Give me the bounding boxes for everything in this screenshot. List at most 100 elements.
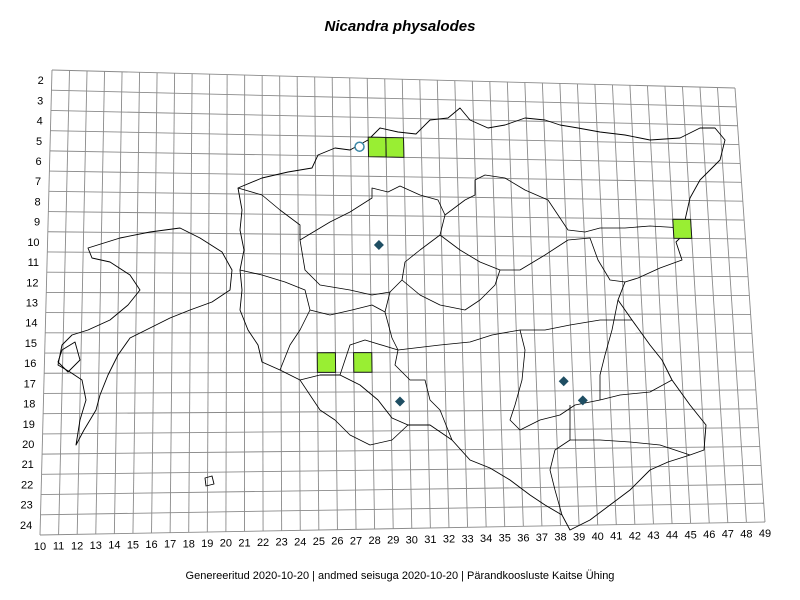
- footer-credits: Genereeritud 2020-10-20 | andmed seisuga…: [185, 570, 615, 582]
- grid-line-horizontal: [50, 109, 738, 127]
- y-tick-label: 20: [22, 439, 34, 451]
- y-tick-label: 12: [26, 277, 38, 289]
- x-tick-label: 23: [276, 537, 288, 549]
- grid-line-vertical: [734, 87, 766, 523]
- x-tick-label: 46: [703, 529, 715, 541]
- y-tick-label: 23: [21, 500, 33, 512]
- occurrence-circle: [354, 141, 365, 152]
- grid-line-vertical: [454, 80, 469, 528]
- grid-line-vertical: [58, 70, 70, 535]
- grid-line-vertical: [699, 87, 729, 523]
- grid-line-horizontal: [43, 389, 756, 394]
- x-tick-label: 38: [554, 532, 566, 544]
- x-tick-label: 25: [313, 536, 325, 548]
- x-tick-label: 42: [629, 530, 641, 542]
- y-tick-label: 2: [38, 75, 44, 87]
- grid-line-vertical: [296, 76, 301, 531]
- occurrence-square: [385, 136, 405, 158]
- grid-line-vertical: [541, 82, 561, 526]
- occurrence-square: [316, 352, 337, 373]
- grid-line-vertical: [629, 85, 654, 525]
- x-tick-label: 26: [331, 536, 343, 548]
- grid-line-vertical: [169, 73, 176, 533]
- x-tick-label: 40: [592, 531, 604, 543]
- occurrence-diamond: [558, 376, 569, 387]
- occurrence-square: [367, 136, 387, 158]
- y-tick-label: 6: [36, 156, 42, 168]
- grid-line-horizontal: [41, 464, 762, 475]
- grid-line-vertical: [188, 73, 193, 533]
- x-tick-label: 47: [722, 529, 734, 541]
- x-tick-label: 19: [201, 538, 213, 550]
- grid-line-vertical: [113, 71, 123, 534]
- x-tick-label: 31: [424, 534, 436, 546]
- x-tick-label: 29: [387, 535, 399, 547]
- x-tick-label: 15: [127, 539, 139, 551]
- y-tick-label: 10: [27, 237, 39, 249]
- x-tick-label: 13: [90, 540, 102, 552]
- grid-line-vertical: [261, 75, 264, 532]
- grid-line-horizontal: [51, 69, 736, 89]
- grid-line-horizontal: [43, 408, 758, 415]
- grid-line-horizontal: [49, 170, 742, 183]
- grid-line-horizontal: [47, 251, 747, 259]
- x-tick-label: 32: [443, 534, 455, 546]
- x-tick-label: 14: [108, 540, 120, 552]
- x-tick-label: 44: [666, 530, 678, 542]
- y-tick-label: 5: [36, 136, 42, 148]
- grid-line-vertical: [39, 69, 53, 536]
- grid-line-vertical: [132, 72, 141, 534]
- grid-line-vertical: [506, 81, 524, 527]
- grid-line-vertical: [576, 83, 599, 526]
- x-tick-label: 45: [685, 529, 697, 541]
- x-tick-label: 12: [71, 540, 83, 552]
- x-tick-label: 34: [480, 533, 492, 545]
- x-tick-label: 24: [294, 536, 306, 548]
- grid-line-horizontal: [39, 521, 766, 536]
- occurrence-diamond: [394, 396, 405, 407]
- grid-line-vertical: [611, 84, 636, 525]
- y-tick-label: 18: [23, 399, 35, 411]
- x-tick-label: 30: [406, 534, 418, 546]
- grid-line-vertical: [559, 83, 580, 526]
- occurrence-diamond: [577, 395, 588, 406]
- occurrence-square: [672, 218, 693, 239]
- x-tick-label: 36: [517, 532, 529, 544]
- grid-line-vertical: [279, 75, 283, 531]
- grid-line-vertical: [331, 77, 338, 530]
- grid-line-vertical: [594, 84, 617, 525]
- y-tick-label: 7: [35, 176, 41, 188]
- grid-line-vertical: [489, 81, 506, 527]
- x-tick-label: 20: [220, 538, 232, 550]
- grid-line-horizontal: [41, 483, 763, 496]
- grid-line-vertical: [314, 76, 320, 531]
- grid-line-horizontal: [40, 502, 764, 516]
- x-tick-label: 48: [740, 528, 752, 540]
- grid-line-horizontal: [48, 190, 743, 202]
- grid-line-vertical: [471, 81, 487, 528]
- occurrence-markers: [316, 136, 693, 407]
- x-tick-label: 37: [536, 532, 548, 544]
- x-tick-label: 17: [164, 539, 176, 551]
- map-title: Nicandra physalodes: [324, 18, 476, 35]
- grid-line-horizontal: [47, 231, 746, 240]
- x-tick-label: 21: [238, 537, 250, 549]
- grid-line-vertical: [151, 72, 158, 534]
- grid-line-horizontal: [42, 446, 760, 455]
- x-tick-label: 11: [53, 541, 64, 553]
- occurrence-square: [353, 352, 373, 373]
- y-tick-label: 13: [26, 298, 38, 310]
- grid-line-vertical: [225, 74, 228, 532]
- x-tick-label: 10: [34, 541, 46, 553]
- grid-line-vertical: [646, 85, 673, 524]
- grid-line-horizontal: [45, 312, 751, 315]
- grid-line-horizontal: [44, 351, 754, 354]
- x-tick-label: 49: [759, 528, 771, 540]
- grid-line-horizontal: [48, 211, 745, 221]
- y-tick-label: 15: [25, 338, 37, 350]
- grid-line-vertical: [664, 86, 692, 524]
- y-tick-label: 24: [20, 520, 32, 532]
- grid-line-horizontal: [44, 370, 755, 374]
- y-tick-label: 22: [21, 479, 33, 491]
